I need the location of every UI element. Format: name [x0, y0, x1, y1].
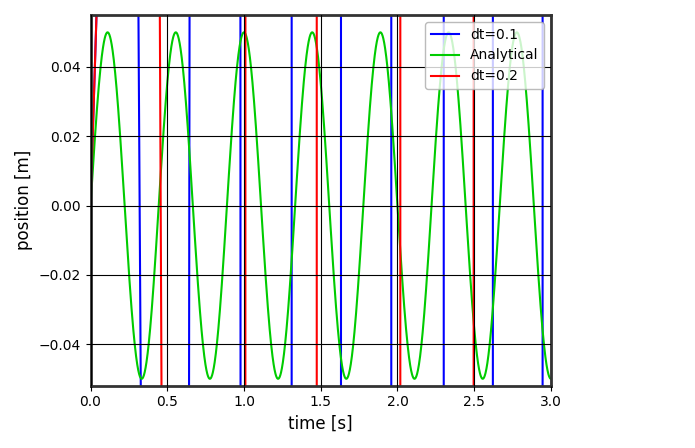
Analytical: [449, 45, 457, 51]
Line: dt=0.1: dt=0.1: [90, 0, 551, 448]
Analytical: [298, 95, 306, 101]
dt=0.2: [86, 203, 95, 208]
Legend: dt=0.1, Analytical, dt=0.2: dt=0.1, Analytical, dt=0.2: [425, 22, 544, 89]
Line: Analytical: Analytical: [90, 32, 551, 379]
X-axis label: time [s]: time [s]: [288, 415, 353, 433]
Analytical: [104, 30, 112, 35]
Analytical: [110, 61, 118, 67]
Analytical: [547, 376, 555, 382]
Analytical: [534, 264, 542, 270]
dt=0.1: [86, 203, 95, 208]
Analytical: [533, 261, 541, 266]
Y-axis label: position [m]: position [m]: [15, 150, 33, 250]
Analytical: [86, 203, 95, 208]
Analytical: [311, 34, 319, 39]
Line: dt=0.2: dt=0.2: [90, 0, 551, 448]
